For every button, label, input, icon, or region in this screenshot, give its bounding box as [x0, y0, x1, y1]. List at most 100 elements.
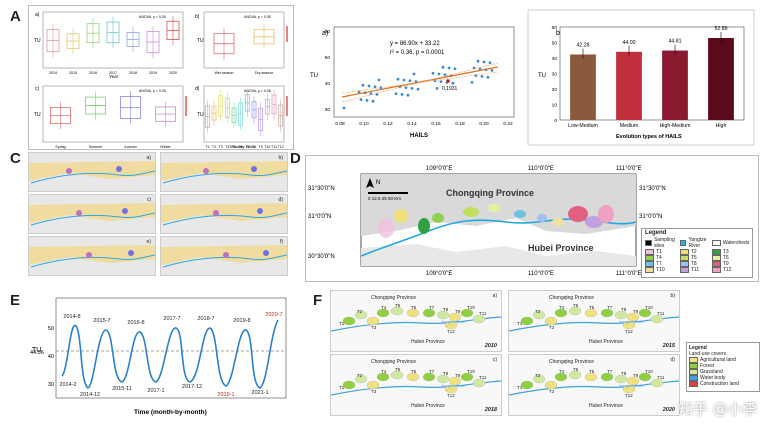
d-legend-label: T10 [656, 267, 665, 273]
f-legend-label: Forest [700, 363, 715, 369]
f-t-label: T7 [607, 305, 613, 310]
d-lat-left-0: 31°30'0"N [308, 186, 335, 192]
legend-swatch-icon [689, 363, 698, 369]
bar-value-label: 42.28 [577, 42, 590, 48]
f-t-label: T12 [447, 329, 455, 334]
bar-category-label: High-Medium [660, 123, 691, 129]
scatter-point [359, 98, 363, 101]
f-province-hb: Hubei Province [411, 403, 445, 409]
scatter-point [357, 90, 361, 94]
scatter-point [342, 106, 346, 110]
tick-label-T3: T3 [219, 145, 223, 149]
f-province-hb: Hubei Province [589, 403, 623, 409]
scatter-point [437, 72, 441, 76]
f-t-label: T1 [339, 385, 345, 390]
panel-b-chart: a) y = 86.90x + 33.22 r² = 0.36, p = 0.0… [310, 9, 755, 146]
d-legend-item: Watersheds [711, 237, 749, 249]
d-legend-label: T3 [722, 249, 729, 255]
c-cell-sub: b) [278, 155, 283, 161]
d-legend-item: T9 [711, 261, 750, 267]
e-peak-label: 2019-8 [233, 318, 250, 324]
scatter-ticks: 0.08 0.10 0.12 0.14 0.16 0.18 0.20 0.22 30 40 50 60 [325, 29, 513, 127]
scatter-point [373, 85, 377, 89]
f-t-label: T5 [573, 367, 579, 372]
d-lat-left-1: 31°0'0"N [308, 214, 331, 220]
panel-c-frame: a) b) c) d) e) f) [28, 152, 292, 278]
f-t-label: T1 [517, 321, 523, 326]
bar-High-Medium [662, 50, 688, 121]
tick-label-2017: 2017 [109, 71, 117, 75]
scatter-point [394, 92, 398, 95]
f-cell-sub: a) [492, 293, 497, 299]
scatter-point [404, 86, 408, 89]
f-map-cell: a) 2010 Chongqing Province Hubei Province Ya… [330, 290, 502, 352]
boxes-b: Wet season Dry season [213, 24, 275, 75]
f-t-label: T9 [633, 309, 639, 314]
f-map-cell: d) 2020 Chongqing Province Hubei Province Ya… [508, 354, 680, 416]
tick-label-Winter: Winter [160, 145, 171, 149]
f-legend-item: Water body [689, 375, 757, 381]
e-peak-label: 2016-8 [127, 320, 144, 326]
scatter-point [402, 78, 406, 82]
a-ylabel-d: TU [197, 112, 204, 118]
scatter-point [408, 79, 412, 83]
c-cell-sub: c) [146, 197, 151, 203]
f-legend-label: Water body [700, 375, 726, 381]
legend-swatch-icon [689, 375, 698, 381]
legend-swatch-icon [645, 249, 654, 255]
scatter-xtick-0.12: 0.12 [383, 121, 393, 127]
c-map-cell: c) [28, 194, 156, 234]
tick-label-T5: T5 [232, 145, 236, 149]
panel-b-frame: a) y = 86.90x + 33.22 r² = 0.36, p = 0.0… [298, 5, 757, 148]
f-province-cq: Chongqing Province [549, 295, 595, 301]
f-t-label: T11 [479, 375, 487, 380]
d-legend-item: T8 [679, 261, 709, 267]
f-province-cq: Chongqing Province [371, 359, 417, 365]
panel-a-frame: a) ANOVA, p > 0.05 TU Year 2014 2015 2016 2… [28, 5, 294, 150]
d-legend-item: T10 [645, 267, 677, 273]
scatter-ytick-30: 30 [325, 107, 331, 113]
f-t-label: T6 [411, 369, 417, 374]
e-peak-label: 2015-7 [93, 318, 110, 324]
d-legend-label: T6 [722, 255, 729, 261]
c-map-cell: e) [28, 236, 156, 276]
f-t-label: T8 [621, 307, 627, 312]
f-legend-subtitle: Land-use covers [689, 351, 726, 357]
d-legend-label: T2 [690, 249, 697, 255]
scatter-point [480, 75, 484, 78]
d-legend: Legend Sampling sites Yangtze River Waters… [641, 228, 753, 278]
a-ylabel-c: TU [34, 112, 41, 118]
f-t-label: T3 [371, 389, 377, 394]
scatter-ytick-50: 50 [325, 55, 331, 61]
d-lon-bottom-1: 110°0'0"E [528, 271, 554, 277]
panel-d-map: 109°0'0"E 110°0'0"E 111°0'0"E 109°0'0"E … [308, 166, 666, 277]
f-t-label: T9 [455, 373, 461, 378]
a-xlabel-d: Tributary Sites [229, 144, 255, 149]
f-t-label: T4 [559, 305, 565, 310]
f-cell-sub: b) [670, 293, 675, 299]
f-legend-label: Grassland [700, 369, 723, 375]
scatter-point [406, 93, 410, 97]
tick-label-T7: T7 [245, 145, 249, 149]
c-cell-sub: a) [146, 155, 151, 161]
scatter-fit-line [341, 66, 499, 98]
panel-letter-d: D [290, 150, 301, 167]
b-xlabel-scatter: HAILS [410, 133, 428, 139]
tick-label-T1: T1 [205, 145, 209, 149]
f-t-label: T8 [443, 307, 449, 312]
d-legend-item: T7 [645, 261, 677, 267]
scatter-point [478, 67, 482, 71]
f-legend-label: Construction land [700, 381, 739, 387]
d-legend-item: Yangtze River [679, 237, 709, 249]
scatter-point [412, 72, 416, 76]
f-t-label: T2 [357, 373, 363, 378]
scatter-xtick-0.10: 0.10 [359, 121, 369, 127]
e-ytick-30: 30 [48, 382, 54, 388]
a-stat-d: ANOVA, p < 0.05 [244, 89, 271, 93]
b-annotation: 0.1931 [442, 86, 458, 92]
scatter-xtick-0.08: 0.08 [335, 121, 345, 127]
scatter-point [453, 67, 457, 71]
f-cell-year: 2018 [484, 407, 497, 413]
d-legend-label: T12 [722, 267, 732, 273]
d-lon-top-0: 109°0'0"E [426, 166, 452, 172]
